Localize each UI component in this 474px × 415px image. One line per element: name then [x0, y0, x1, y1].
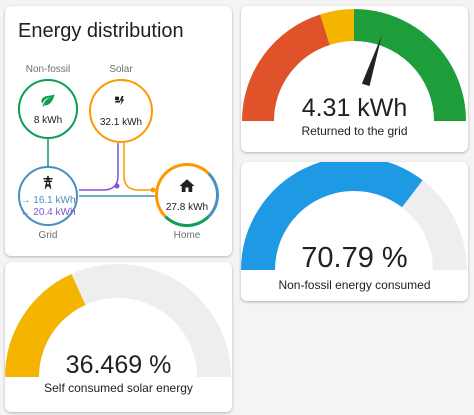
- transmission-tower-icon: [40, 174, 56, 195]
- nonfossil-label: Non-fossil: [25, 64, 71, 75]
- solar-label: Solar: [109, 64, 133, 75]
- grid-gauge: [242, 9, 466, 122]
- gauge-needle: [361, 35, 382, 87]
- grid-export-value: 20.4 kWh: [33, 206, 76, 218]
- grid-export-row: ← 20.4 kWh: [20, 207, 75, 219]
- gauge-fill: [5, 274, 86, 378]
- grid-gauge-value: 4.31 kWh: [301, 94, 408, 122]
- solar-value: 32.1 kWh: [99, 117, 143, 128]
- flow-lines: [47, 139, 156, 197]
- gauge-segment-yellow: [320, 9, 355, 46]
- home-node[interactable]: 27.8 kWh: [155, 163, 219, 227]
- gauge-fill: [241, 162, 423, 271]
- solar-grid-line: [79, 143, 119, 191]
- energy-distribution-card: Energy distribution Non-fossil 8 kWh Sol…: [5, 6, 232, 256]
- home-label: Home: [173, 230, 201, 241]
- grid-import-row: → 16.1 kWh: [20, 195, 75, 207]
- self-consumed-solar-gauge-card: 36.469 % Self consumed solar energy: [5, 262, 232, 412]
- solar-gauge-label: Self consumed solar energy: [44, 381, 193, 395]
- home-icon: [178, 177, 196, 200]
- solar-node[interactable]: 32.1 kWh: [89, 79, 153, 143]
- solar-home-line: [123, 143, 155, 191]
- nonfossil-gauge-value: 70.79 %: [301, 242, 408, 274]
- arrow-right-icon: →: [20, 194, 31, 206]
- grid-node[interactable]: → 16.1 kWh ← 20.4 kWh: [18, 166, 78, 226]
- nonfossil-gauge: [241, 162, 467, 271]
- solar-gauge: [5, 264, 231, 378]
- gauge-segment-red: [242, 14, 331, 122]
- grid-gauge-label: Returned to the grid: [301, 124, 408, 138]
- nonfossil-node[interactable]: 8 kWh: [18, 79, 78, 139]
- grid-label: Grid: [38, 230, 58, 241]
- nonfossil-gauge-card: 70.79 % Non-fossil energy consumed: [241, 162, 468, 301]
- flow-dot: [150, 187, 156, 193]
- grid-import-value: 16.1 kWh: [33, 194, 76, 206]
- nonfossil-gauge-label: Non-fossil energy consumed: [278, 278, 431, 292]
- gauge-segment-green: [353, 9, 466, 122]
- grid-return-gauge-card: 4.31 kWh Returned to the grid: [241, 6, 468, 152]
- nonfossil-value: 8 kWh: [33, 115, 63, 126]
- solar-gauge-value: 36.469 %: [65, 351, 172, 379]
- arrow-left-icon: ←: [20, 206, 31, 218]
- leaf-icon: [40, 92, 56, 113]
- home-value: 27.8 kWh: [165, 202, 209, 213]
- flow-dot: [114, 183, 120, 189]
- card-title: Energy distribution: [18, 20, 184, 42]
- solar-power-icon: [113, 94, 129, 115]
